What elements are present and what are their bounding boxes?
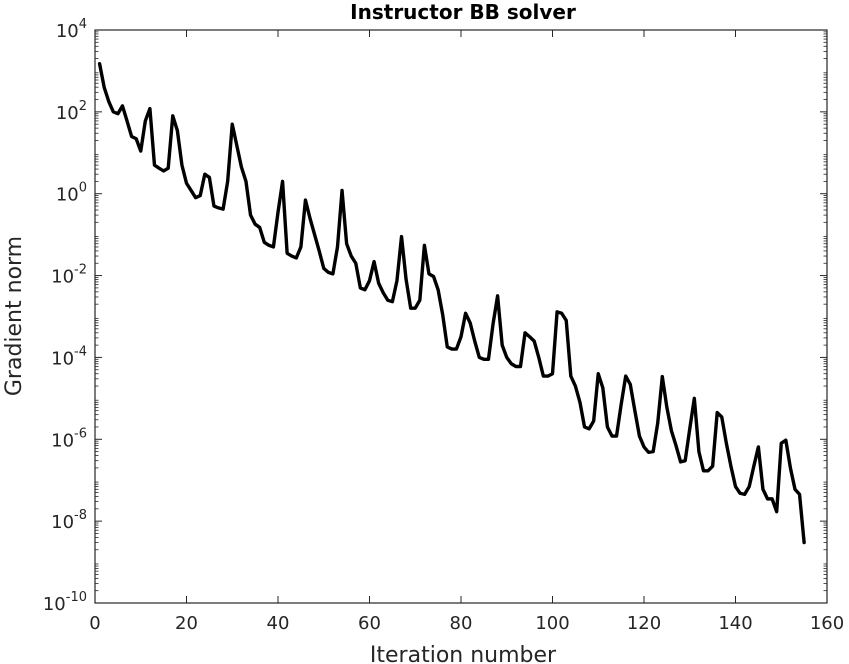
x-tick-label: 40 [267, 613, 290, 634]
y-axis-tick-labels: 10-10 10-8 10-6 10-4 10-2 100 102 104 [43, 17, 87, 615]
y-tick-label: 100 [56, 181, 87, 206]
series-line [97, 62, 806, 545]
x-axis-title: Iteration number [370, 643, 557, 664]
y-tick-label: 10-4 [51, 344, 87, 369]
y-tick-label: 104 [56, 17, 87, 42]
y-tick-label: 10-6 [51, 426, 87, 451]
x-tick-label: 120 [627, 613, 661, 634]
x-tick-label: 20 [175, 613, 198, 634]
series-layer [97, 62, 806, 545]
x-tick-label: 100 [535, 613, 569, 634]
plot-box-outline [94, 29, 828, 604]
x-axis-ticks [94, 30, 828, 603]
x-tick-label: 160 [810, 613, 844, 634]
y-tick-label: 10-8 [51, 508, 87, 533]
x-tick-label: 0 [89, 613, 100, 634]
y-axis-title: Gradient norm [2, 236, 27, 396]
y-tick-label: 10-10 [43, 590, 87, 615]
chart-title: Instructor BB solver [350, 0, 576, 24]
plot-area [95, 30, 827, 603]
x-tick-label: 60 [358, 613, 381, 634]
y-tick-label: 102 [56, 99, 87, 124]
y-tick-label: 10-2 [51, 263, 87, 288]
x-tick-label: 80 [450, 613, 473, 634]
x-axis-tick-labels: 0 20 40 60 80 100 120 140 160 [89, 613, 844, 634]
x-tick-label: 140 [718, 613, 752, 634]
